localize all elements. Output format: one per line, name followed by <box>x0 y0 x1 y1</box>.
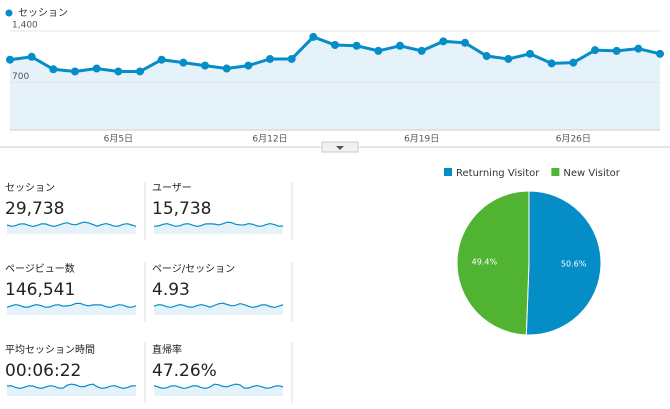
point <box>439 37 448 46</box>
metrics: セッション 29,738 ユーザー 15,738 ページビュー数 146,541 ページ/セ… <box>5 182 293 403</box>
point <box>179 58 188 67</box>
metric-label: ページ/セッション <box>152 263 235 275</box>
point <box>287 54 296 63</box>
point <box>222 64 231 73</box>
x-tick-label: 6月5日 <box>104 134 133 145</box>
sparkline-area <box>7 384 136 396</box>
sparkline <box>153 383 284 390</box>
metric-value: 47.26% <box>152 361 217 381</box>
metric-label: ユーザー <box>152 182 192 194</box>
area <box>10 36 660 130</box>
x-tick-label: 6月19日 <box>404 134 439 145</box>
metric-value: 00:06:22 <box>5 361 81 381</box>
sparkline <box>153 302 284 309</box>
point <box>27 52 36 61</box>
point <box>504 54 513 63</box>
point <box>266 54 274 63</box>
point <box>92 64 101 73</box>
legend-marker <box>551 168 560 176</box>
legend-marker <box>5 9 13 17</box>
point <box>547 59 556 68</box>
y-tick-label: 1,400 <box>12 21 38 31</box>
point <box>309 32 318 41</box>
point <box>157 55 166 64</box>
slice-label: 49.4% <box>472 258 498 267</box>
x-tick-label: 6月26日 <box>556 134 591 145</box>
sparkline <box>6 221 137 228</box>
metric-label: セッション <box>5 182 55 194</box>
pie-slice <box>456 190 530 336</box>
legend-label: セッション <box>18 7 68 19</box>
sparkline <box>6 383 137 390</box>
sparkline <box>6 302 137 309</box>
point <box>417 46 426 55</box>
metric-label: ページビュー数 <box>5 262 75 275</box>
point <box>6 55 14 64</box>
metric-label: 平均セッション時間 <box>5 344 95 356</box>
metric-label: 直帰率 <box>152 343 182 356</box>
point <box>244 61 253 70</box>
point <box>352 41 361 50</box>
sparkline-area <box>154 222 283 234</box>
metric-value: 29,738 <box>5 199 64 219</box>
point <box>482 52 491 61</box>
legend-marker <box>444 168 452 176</box>
point <box>461 38 469 47</box>
point <box>331 41 339 50</box>
collapse-arrow <box>336 146 344 150</box>
point <box>114 67 123 76</box>
point <box>591 46 599 55</box>
point <box>396 41 404 50</box>
point <box>136 67 144 76</box>
pie-slice <box>525 190 602 336</box>
slice-label: 50.6% <box>561 259 587 268</box>
point <box>374 46 383 55</box>
x-tick-label: 6月12日 <box>252 134 287 145</box>
y-tick-label: 700 <box>12 72 29 82</box>
sparkline-area <box>154 384 283 396</box>
point <box>612 46 621 55</box>
legend-label: Returning Visitor <box>456 168 540 179</box>
legend-label: New Visitor <box>563 168 620 179</box>
point <box>201 61 209 70</box>
sparkline <box>153 221 284 228</box>
metric-value: 146,541 <box>5 280 75 300</box>
sparkline-area <box>154 303 283 315</box>
metric-value: 15,738 <box>152 199 211 219</box>
point <box>526 49 534 58</box>
point <box>49 65 58 74</box>
point <box>656 49 664 58</box>
point <box>569 58 578 67</box>
metric-value: 4.93 <box>152 280 190 300</box>
point <box>634 44 643 53</box>
point <box>71 67 79 76</box>
